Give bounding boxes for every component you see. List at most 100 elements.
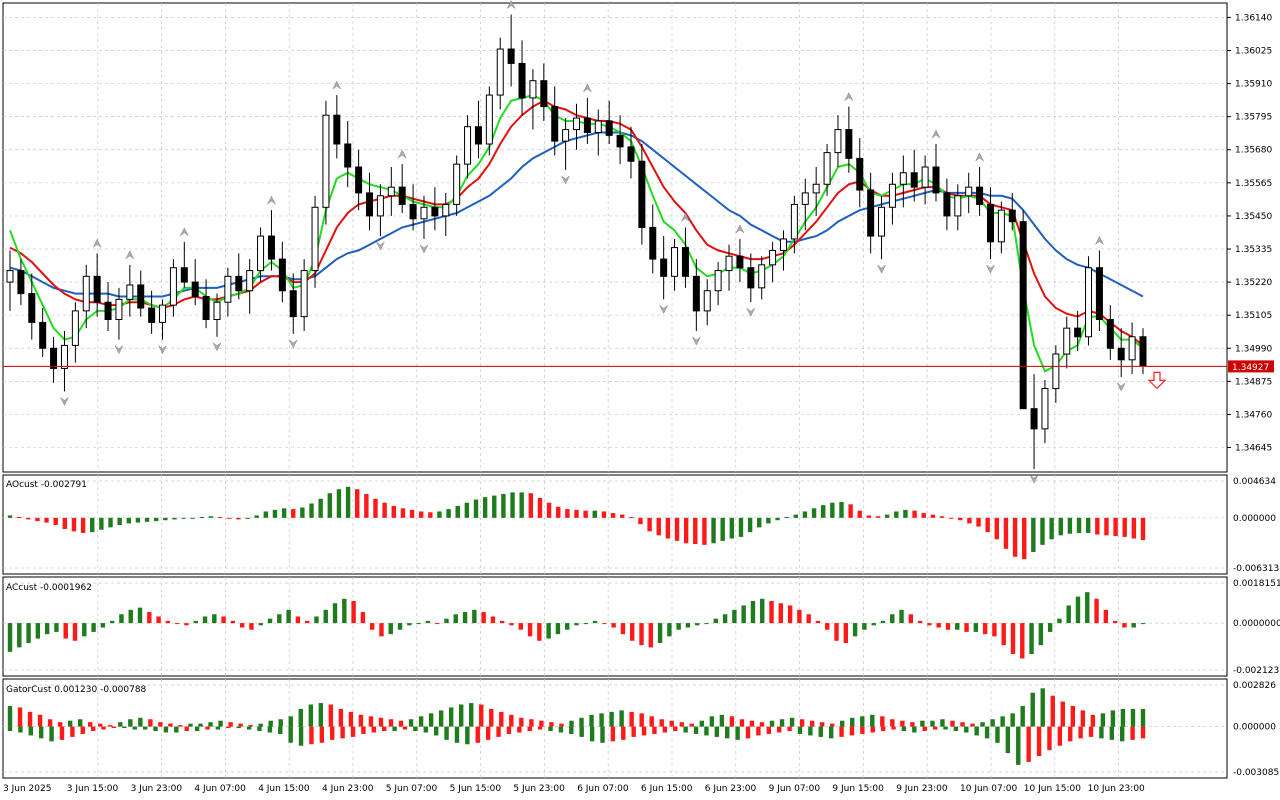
candle[interactable]	[583, 97, 591, 144]
candle[interactable]	[159, 299, 167, 340]
candle[interactable]	[834, 115, 842, 168]
candle[interactable]	[878, 195, 886, 260]
candle[interactable]	[551, 86, 559, 156]
candle[interactable]	[398, 164, 406, 214]
candle[interactable]	[1030, 374, 1038, 470]
candle[interactable]	[823, 143, 831, 196]
candle[interactable]	[627, 126, 635, 179]
candle[interactable]	[932, 143, 940, 202]
candle[interactable]	[888, 172, 896, 225]
candle[interactable]	[790, 195, 798, 254]
candle[interactable]	[1117, 328, 1125, 378]
candle[interactable]	[845, 106, 853, 173]
candle[interactable]	[899, 155, 907, 208]
candle[interactable]	[180, 241, 188, 288]
candle[interactable]	[137, 270, 145, 317]
candle[interactable]	[50, 336, 58, 383]
candle[interactable]	[856, 138, 864, 208]
candle[interactable]	[485, 86, 493, 156]
candle[interactable]	[387, 167, 395, 216]
candle[interactable]	[474, 100, 482, 159]
candle[interactable]	[997, 201, 1005, 254]
candle[interactable]	[93, 253, 101, 317]
candle[interactable]	[344, 120, 352, 188]
candle[interactable]	[703, 279, 711, 326]
candle[interactable]	[660, 236, 668, 300]
candle[interactable]	[1085, 256, 1093, 346]
candle[interactable]	[366, 172, 374, 231]
candle[interactable]	[910, 149, 918, 202]
candle[interactable]	[1052, 345, 1060, 403]
candle[interactable]	[213, 293, 221, 337]
candle[interactable]	[747, 253, 755, 303]
candle[interactable]	[692, 259, 700, 332]
candle[interactable]	[573, 103, 580, 150]
candle[interactable]	[420, 195, 428, 239]
candle[interactable]	[6, 250, 14, 311]
candle[interactable]	[562, 118, 570, 170]
candle[interactable]	[649, 204, 657, 274]
candle[interactable]	[943, 178, 951, 231]
candle[interactable]	[322, 100, 330, 225]
candle[interactable]	[60, 331, 68, 392]
candle[interactable]	[148, 290, 156, 334]
candle[interactable]	[17, 259, 25, 306]
candle[interactable]	[376, 184, 384, 237]
candle[interactable]	[638, 143, 646, 245]
candle[interactable]	[518, 40, 526, 116]
candle[interactable]	[267, 210, 275, 271]
candle[interactable]	[235, 253, 243, 300]
candle[interactable]	[115, 287, 123, 340]
candle[interactable]	[1106, 305, 1114, 360]
candle[interactable]	[71, 302, 79, 363]
candle[interactable]	[496, 37, 504, 110]
candle[interactable]	[191, 259, 199, 306]
candle[interactable]	[82, 264, 90, 329]
candle[interactable]	[278, 241, 286, 303]
candle[interactable]	[725, 244, 733, 291]
candle[interactable]	[126, 264, 134, 317]
candle[interactable]	[594, 109, 602, 156]
candle[interactable]	[1063, 316, 1071, 369]
candle[interactable]	[453, 155, 461, 216]
candle[interactable]	[867, 172, 875, 254]
candle[interactable]	[1139, 328, 1147, 375]
candle[interactable]	[224, 267, 232, 317]
candle[interactable]	[1128, 322, 1136, 375]
candle[interactable]	[714, 261, 722, 306]
candle[interactable]	[965, 172, 973, 214]
candle[interactable]	[28, 273, 36, 340]
candle[interactable]	[812, 167, 820, 216]
candle[interactable]	[311, 195, 319, 288]
candle[interactable]	[246, 259, 254, 314]
candle[interactable]	[202, 279, 210, 329]
candle[interactable]	[801, 178, 809, 231]
candle[interactable]	[257, 227, 265, 283]
candle[interactable]	[769, 241, 777, 283]
candle[interactable]	[431, 187, 439, 231]
candle[interactable]	[169, 259, 177, 317]
candle[interactable]	[289, 273, 297, 334]
candle[interactable]	[986, 187, 994, 260]
candle[interactable]	[779, 230, 787, 271]
candle[interactable]	[605, 100, 613, 144]
candle[interactable]	[1019, 210, 1027, 410]
candle[interactable]	[921, 155, 929, 205]
candle[interactable]	[736, 238, 744, 283]
candle[interactable]	[1095, 250, 1103, 332]
candle[interactable]	[681, 227, 689, 288]
candle[interactable]	[507, 14, 515, 87]
candle[interactable]	[39, 307, 47, 357]
candle[interactable]	[529, 69, 537, 130]
candle[interactable]	[540, 63, 548, 121]
candle[interactable]	[442, 192, 450, 237]
candle[interactable]	[1074, 310, 1082, 352]
candle[interactable]	[1008, 192, 1016, 231]
candle[interactable]	[355, 149, 363, 211]
candle[interactable]	[409, 184, 417, 231]
candle[interactable]	[671, 238, 679, 291]
candle[interactable]	[464, 115, 472, 179]
candle[interactable]	[1041, 379, 1049, 444]
candle[interactable]	[976, 167, 984, 216]
